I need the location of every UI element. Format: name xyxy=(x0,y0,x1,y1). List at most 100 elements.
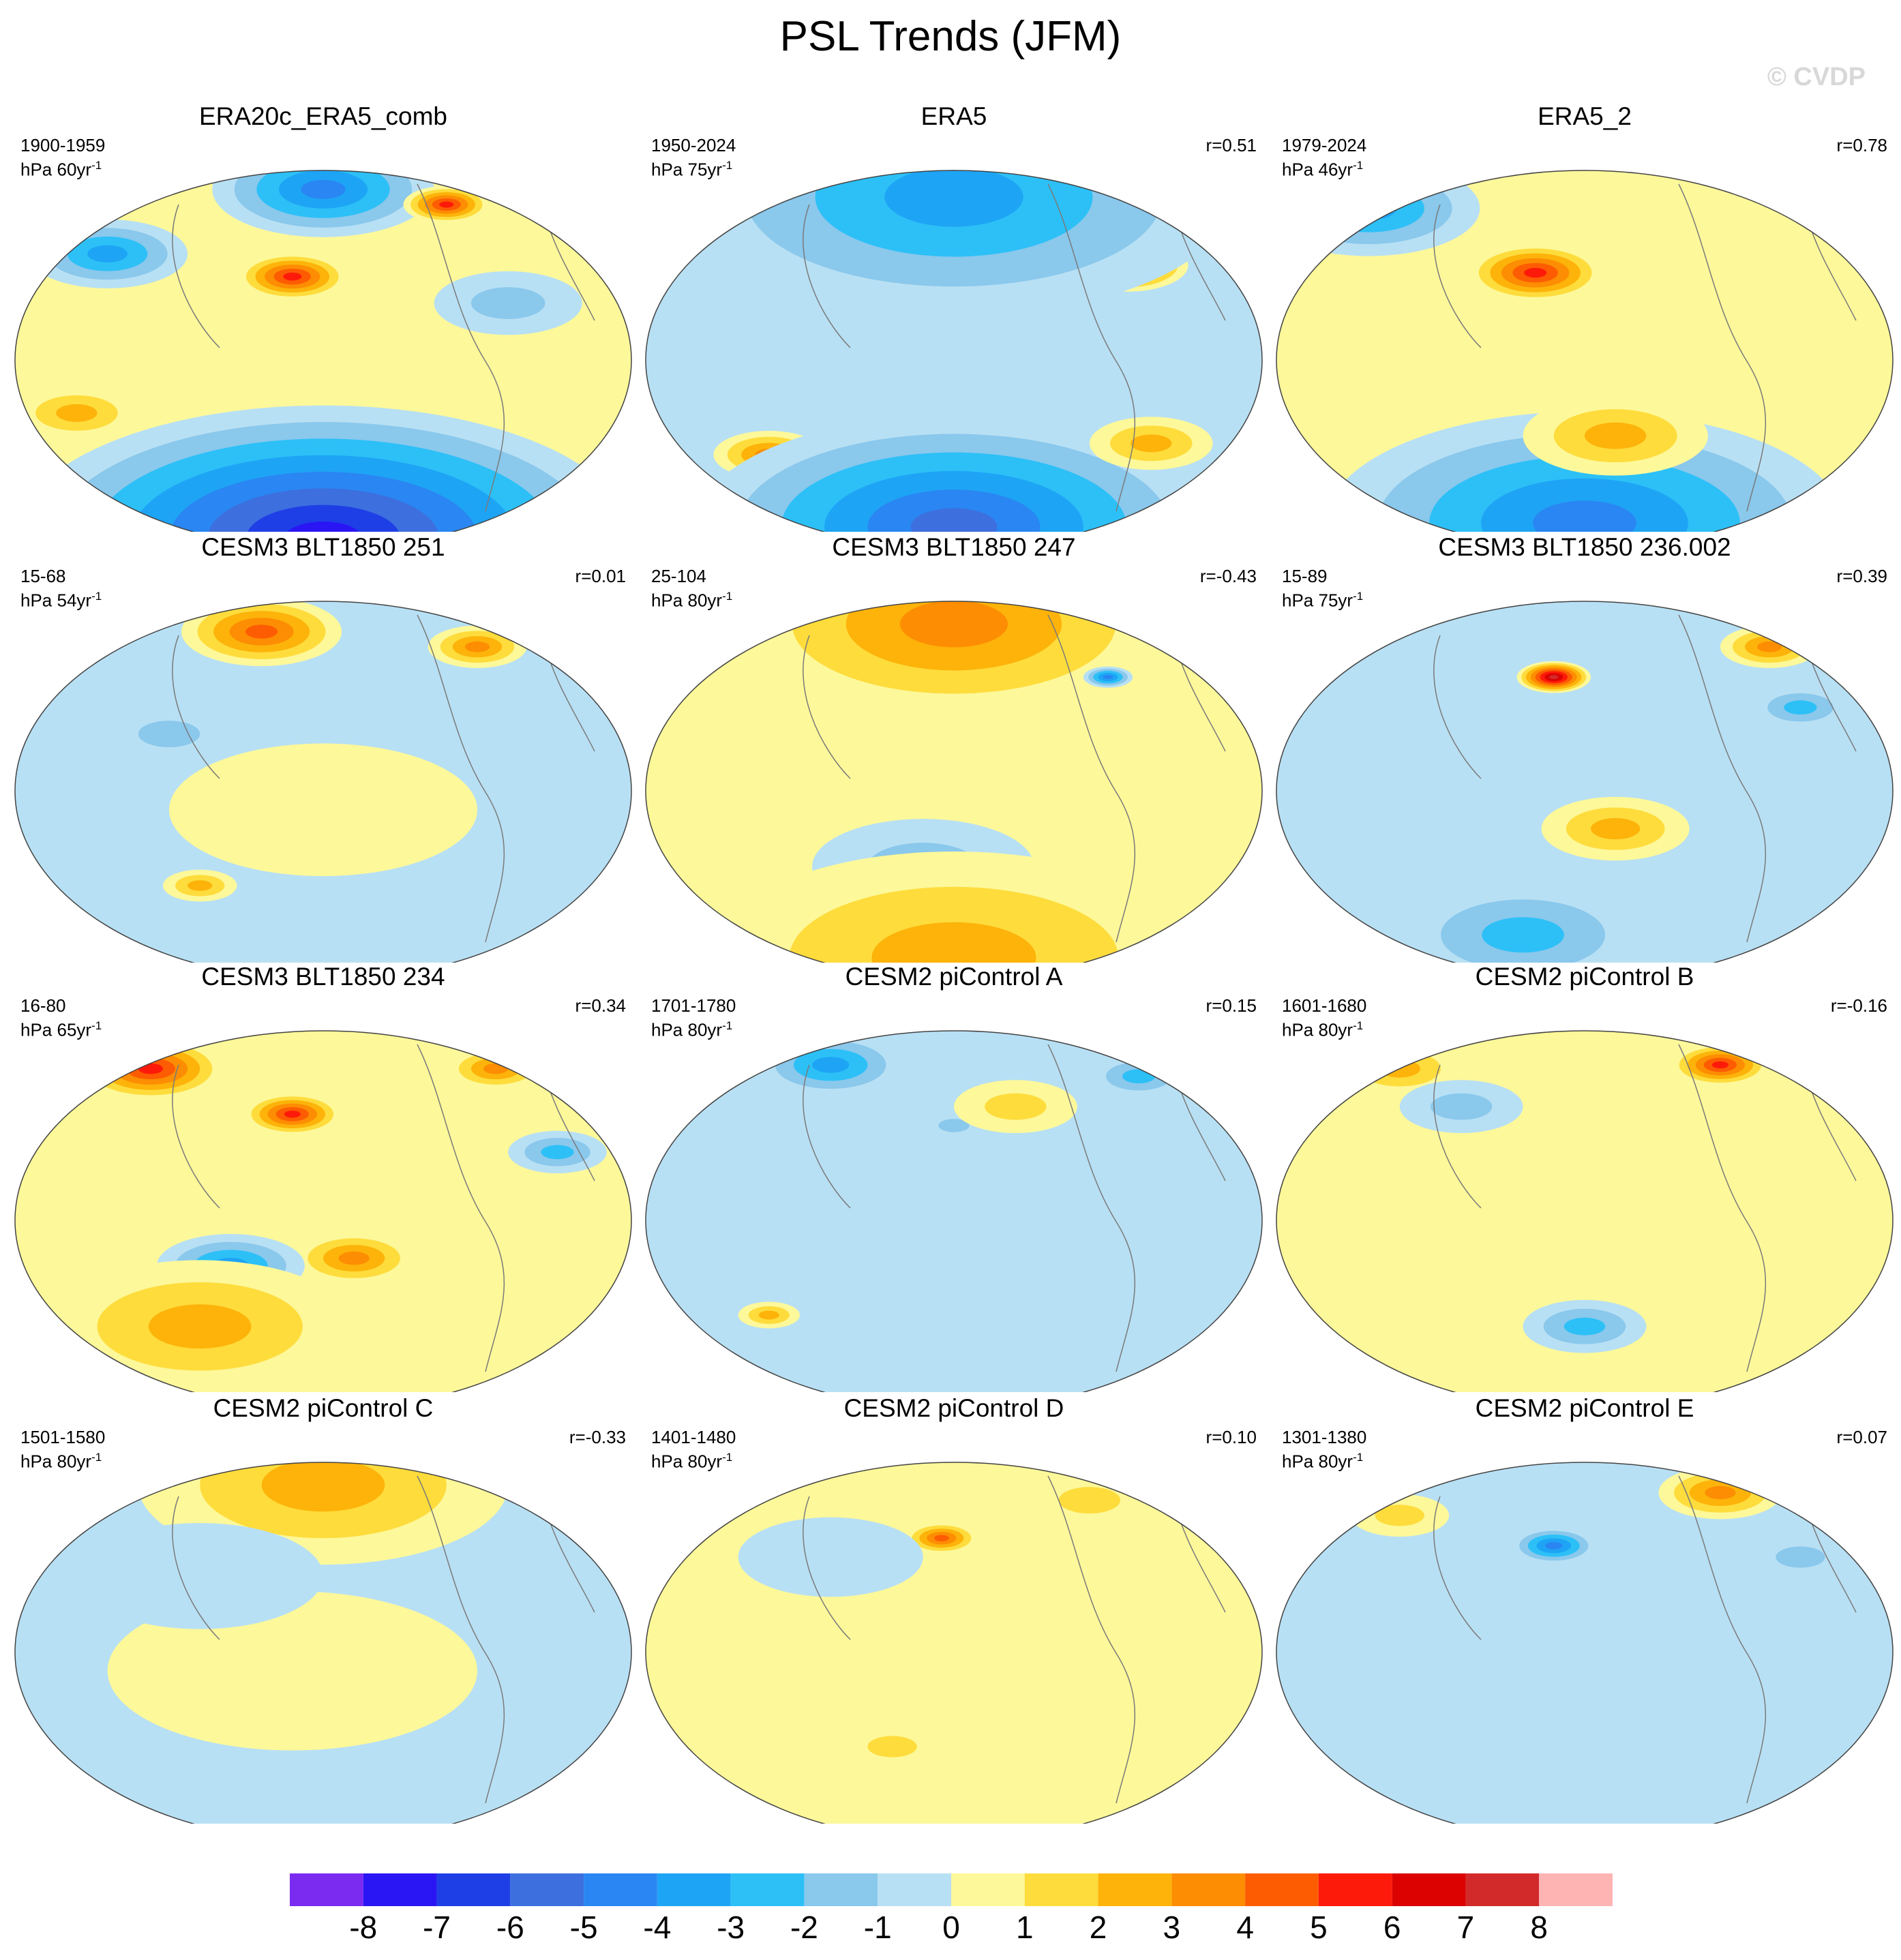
trend-map xyxy=(14,170,632,532)
colorbar-box xyxy=(1024,1873,1098,1906)
pressure-anomaly-contour xyxy=(301,179,346,199)
map-panel: CESM3 BLT1850 251 15-68 hPa 54yr-1 r=0.01 xyxy=(8,533,638,963)
pressure-anomaly-contour xyxy=(284,1111,301,1118)
map-panel: CESM2 piControl B 1601-1680 hPa 80yr-1 r=-0… xyxy=(1270,963,1900,1392)
pressure-anomaly-contour xyxy=(284,521,362,532)
panel-correlation: r=0.15 xyxy=(1206,995,1257,1016)
colorbar-box xyxy=(1171,1873,1246,1906)
panel-correlation: r=0.10 xyxy=(1206,1427,1257,1447)
panel-units: hPa 80yr-1 xyxy=(651,1447,736,1472)
panel-correlation: r=0.01 xyxy=(575,566,626,586)
panel-units-exponent: -1 xyxy=(722,159,733,172)
panel-correlation: r=-0.43 xyxy=(1199,566,1257,586)
panel-period-units: 1701-1780 hPa 80yr-1 xyxy=(651,995,736,1040)
panel-correlation: r=0.51 xyxy=(1206,135,1257,155)
map-panel: CESM2 piControl C 1501-1580 hPa 80yr-1 r=-0… xyxy=(8,1394,638,1824)
panel-units: hPa 80yr-1 xyxy=(651,586,732,611)
map-border xyxy=(1276,601,1893,963)
pressure-anomaly-contour xyxy=(1058,1487,1121,1514)
pressure-anomaly-contour xyxy=(261,1462,385,1512)
trend-map xyxy=(1276,601,1893,963)
map-panel: CESM3 BLT1850 234 16-80 hPa 65yr-1 r=0.34 xyxy=(8,963,638,1392)
pressure-anomaly-contour xyxy=(470,287,545,319)
map-panel: CESM2 piControl E 1301-1380 hPa 80yr-1 r=0.… xyxy=(1270,1394,1900,1824)
map-background xyxy=(646,1462,1262,1824)
pressure-anomaly-contour xyxy=(245,624,278,639)
panel-years: 1900-1959 xyxy=(20,135,106,155)
panel-units-exponent: -1 xyxy=(91,590,102,603)
panel-units: hPa 60yr-1 xyxy=(20,155,105,180)
panel-units-exponent: -1 xyxy=(1353,159,1364,172)
panel-units-exponent: -1 xyxy=(91,1451,102,1464)
trend-map xyxy=(645,170,1263,532)
pressure-anomaly-contour xyxy=(1563,1317,1606,1336)
panel-period-units: 16-80 hPa 65yr-1 xyxy=(20,995,102,1040)
colorbar-tick-label: -8 xyxy=(349,1910,378,1945)
colorbar-box xyxy=(1098,1873,1172,1906)
colorbar-tick-label: 5 xyxy=(1310,1910,1328,1945)
pressure-anomaly-contour xyxy=(899,601,1008,648)
map-border xyxy=(14,601,632,963)
panel-units-text: hPa 80yr xyxy=(20,1451,92,1472)
pressure-anomaly-contour xyxy=(1482,917,1564,953)
watermark: © CVDP xyxy=(1767,63,1866,91)
panel-period-units: 1301-1380 hPa 80yr-1 xyxy=(1282,1427,1366,1472)
colorbar-tick-label: -3 xyxy=(717,1910,745,1945)
trend-map xyxy=(645,1030,1263,1392)
panel-units-exponent: -1 xyxy=(91,1019,102,1032)
panel-title: CESM2 piControl E xyxy=(1475,1394,1694,1422)
colorbar-tick-label: -2 xyxy=(790,1910,818,1945)
map-border xyxy=(14,1462,632,1824)
colorbar-tick-label: 7 xyxy=(1456,1910,1475,1945)
panel-units-text: hPa 75yr xyxy=(651,159,723,180)
colorbar-box xyxy=(730,1873,805,1906)
pressure-anomaly-contour xyxy=(871,922,1036,963)
panel-years: 1401-1480 xyxy=(651,1427,736,1447)
colorbar-tick-label: -6 xyxy=(496,1910,524,1945)
map-panel: CESM2 piControl D 1401-1480 hPa 80yr-1 r=0.… xyxy=(639,1394,1269,1824)
pressure-anomaly-contour xyxy=(1705,1486,1736,1500)
panel-period-units: 1900-1959 hPa 60yr-1 xyxy=(20,135,105,180)
panel-units-exponent: -1 xyxy=(1353,1019,1364,1032)
panel-title: CESM3 BLT1850 251 xyxy=(201,533,445,561)
panel-years: 1701-1780 xyxy=(651,995,736,1016)
panel-units: hPa 65yr-1 xyxy=(20,1016,102,1040)
pressure-anomaly-contour xyxy=(1776,1546,1825,1568)
pressure-anomaly-contour xyxy=(169,743,477,877)
panel-years: 16-80 xyxy=(20,995,66,1016)
colorbar-tick-label: -4 xyxy=(643,1910,672,1945)
pressure-anomaly-contour xyxy=(1122,1069,1156,1084)
pressure-anomaly-contour xyxy=(938,1119,970,1132)
trend-map xyxy=(645,601,1263,963)
colorbar-box xyxy=(1392,1873,1466,1906)
panel-period-units: 1979-2024 hPa 46yr-1 xyxy=(1282,135,1366,180)
panel-units-exponent: -1 xyxy=(1353,590,1364,603)
pressure-anomaly-contour xyxy=(483,1063,509,1074)
map-panel: ERA5 1950-2024 hPa 75yr-1 r=0.51 xyxy=(639,102,1269,532)
pressure-anomaly-contour xyxy=(1431,1093,1493,1120)
panel-units-text: hPa 65yr xyxy=(20,1019,92,1040)
panel-title: CESM2 piControl D xyxy=(843,1394,1064,1422)
panel-years: 1950-2024 xyxy=(651,135,736,155)
panel-units: hPa 80yr-1 xyxy=(651,1016,736,1040)
colorbar-tick-label: 3 xyxy=(1163,1910,1181,1945)
pressure-anomaly-contour xyxy=(738,1517,923,1597)
pressure-anomaly-contour xyxy=(758,1310,779,1320)
pressure-anomaly-contour xyxy=(1545,1541,1563,1550)
pressure-anomaly-contour xyxy=(1585,422,1647,449)
map-border xyxy=(645,1030,1263,1392)
figure-title: PSL Trends (JFM) xyxy=(779,13,1122,60)
map-border xyxy=(645,601,1263,963)
pressure-anomaly-contour xyxy=(207,488,439,532)
panel-years: 1979-2024 xyxy=(1282,135,1367,155)
panel-units-exponent: -1 xyxy=(722,1019,733,1032)
colorbar-box xyxy=(1245,1873,1319,1906)
panel-title: CESM3 BLT1850 234 xyxy=(201,963,445,991)
colorbar-tick-label: 6 xyxy=(1383,1910,1401,1945)
map-panel: CESM3 BLT1850 236.002 15-89 hPa 75yr-1 r=0.… xyxy=(1270,533,1900,963)
map-panel: ERA5_2 1979-2024 hPa 46yr-1 r=0.78 xyxy=(1270,102,1900,532)
panel-units-text: hPa 80yr xyxy=(1282,1451,1353,1472)
colorbar-tick-label: -7 xyxy=(423,1910,451,1945)
panel-units-text: hPa 80yr xyxy=(1282,1019,1353,1040)
trend-map xyxy=(14,1462,632,1824)
